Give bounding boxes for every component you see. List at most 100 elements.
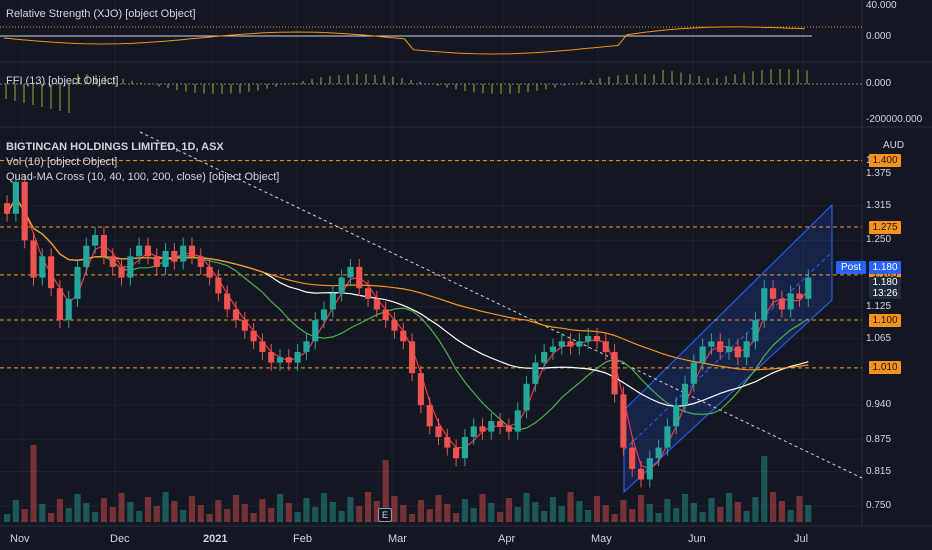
volume-bar — [30, 445, 37, 522]
volume-bar — [769, 492, 777, 522]
candle-body — [83, 245, 90, 267]
candle-body — [400, 330, 407, 342]
candle-body — [65, 298, 72, 321]
volume-bar — [12, 500, 19, 522]
price-tick: 0.815 — [866, 465, 892, 477]
candle-body — [197, 256, 204, 267]
candle-body — [787, 293, 794, 310]
volume-bar — [681, 494, 689, 522]
volume-bar — [144, 497, 152, 522]
ma-10-line — [6, 196, 809, 470]
volume-bar — [232, 495, 240, 522]
candle-body — [294, 351, 301, 363]
candle-body — [180, 245, 187, 262]
candle-body — [100, 235, 108, 257]
candle-body — [593, 336, 601, 342]
candle-body — [681, 383, 689, 406]
volume-bar — [549, 497, 557, 522]
price-tick: 1.250 — [866, 234, 892, 246]
volume-bar — [637, 495, 645, 522]
volume-bar — [488, 503, 495, 522]
countdown: 13:26 — [872, 288, 898, 299]
volume-bar — [752, 497, 759, 522]
currency-label: AUD — [883, 140, 905, 151]
volume-bar — [664, 499, 671, 522]
candle-body — [109, 256, 116, 267]
volume-bar — [541, 511, 548, 522]
volume-bar — [479, 494, 486, 522]
downtrend-line — [139, 131, 863, 479]
candle-body — [699, 346, 706, 363]
candle-body — [241, 320, 248, 331]
candle-body — [39, 256, 46, 278]
volume-bar — [717, 507, 724, 522]
volume-bar — [505, 498, 513, 522]
level-tag: 1.100 — [869, 313, 901, 327]
volume-bar — [259, 499, 266, 522]
ffi-axis-zero: 0.000 — [866, 78, 892, 89]
volume-bar — [56, 499, 63, 522]
level-tag: 1.275 — [869, 220, 901, 234]
volume-bar — [778, 501, 785, 522]
candle-body — [541, 351, 548, 363]
volume-bar — [162, 492, 169, 522]
volume-bar — [48, 513, 55, 522]
candle-body — [329, 293, 336, 310]
candle-body — [12, 181, 19, 214]
candle-body — [646, 458, 653, 480]
post-value-tag: 1.180 — [869, 261, 901, 274]
candle-body — [532, 362, 539, 384]
candle-body — [4, 203, 11, 214]
volume-bar — [611, 514, 618, 522]
volume-bar — [312, 507, 319, 522]
candle-body — [417, 373, 424, 406]
time-tick: 2021 — [203, 533, 228, 545]
candle-body — [426, 405, 433, 427]
candle-body — [215, 277, 222, 294]
candle-body — [725, 346, 733, 352]
candlesticks — [4, 173, 812, 488]
volume-bar — [391, 496, 398, 522]
volume-bar — [409, 514, 416, 522]
candle-body — [144, 245, 152, 257]
volume-bar — [215, 500, 222, 522]
volume-label: Vol (10) [object Object] — [6, 156, 118, 168]
volume-bar — [136, 511, 143, 522]
candle-body — [488, 421, 495, 432]
earnings-event-badge[interactable]: E — [378, 508, 392, 522]
volume-bar — [725, 493, 733, 522]
ma-label: Quad-MA Cross (10, 40, 100, 200, close) … — [6, 171, 280, 183]
post-label: Post — [836, 261, 866, 274]
volume-bar — [699, 512, 706, 522]
volume-bar — [250, 513, 257, 522]
candle-body — [734, 346, 741, 358]
volume-bar — [109, 507, 116, 522]
candle-body — [505, 426, 513, 432]
candle-body — [268, 351, 275, 363]
volume-bar — [743, 511, 750, 522]
volume-bar — [497, 512, 504, 522]
candle-body — [136, 245, 143, 257]
volume-bar — [338, 511, 345, 522]
volume-bar — [567, 492, 574, 522]
volume-bar — [364, 492, 372, 522]
candle-body — [796, 293, 803, 299]
candle-body — [637, 468, 645, 480]
candle-body — [523, 383, 530, 411]
volume-bar — [347, 497, 354, 522]
volume-bar — [734, 502, 741, 522]
candle-body — [21, 181, 28, 241]
xjo-axis-zero: 0.000 — [866, 31, 892, 42]
time-tick: Dec — [110, 533, 130, 545]
candle-body — [769, 288, 777, 299]
candle-body — [276, 357, 284, 363]
volume-bar — [426, 509, 433, 522]
candle-body — [470, 426, 477, 437]
volume-bar — [453, 513, 460, 522]
volume-bar — [39, 504, 46, 522]
ma-200-line — [6, 196, 809, 371]
xjo-line — [3, 26, 806, 55]
volume-bar — [65, 508, 72, 522]
level-tag: 1.400 — [869, 154, 901, 168]
